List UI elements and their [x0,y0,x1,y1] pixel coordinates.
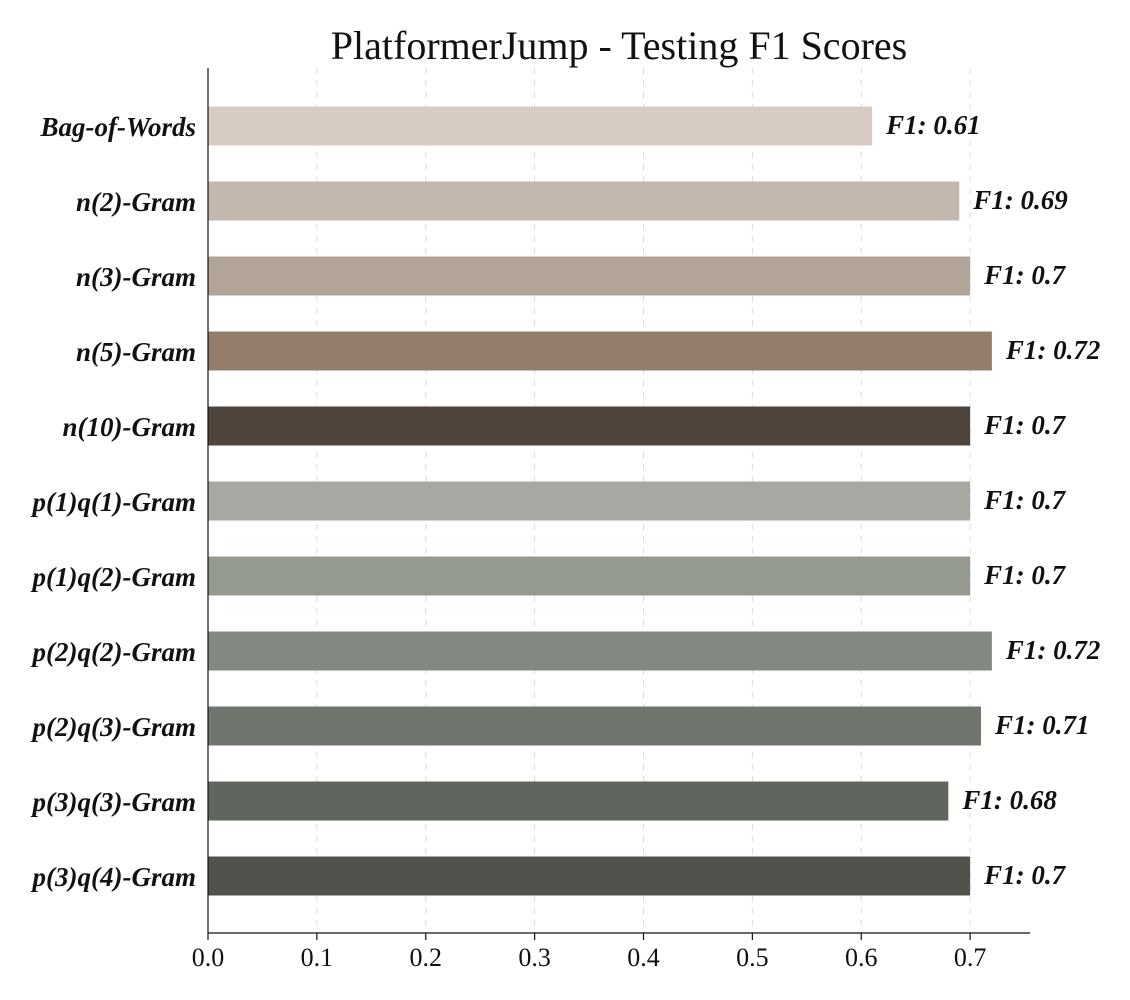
category-labels: Bag-of-Words n(2)-Gram n(3)-Gram n(5)-Gram n… [31,112,196,892]
axes [207,68,1030,934]
category-label: p(1)q(1)-Gram [31,487,196,517]
data-label: F1: 0.7 [983,560,1066,590]
data-label: F1: 0.72 [1005,335,1101,365]
bar [208,481,971,521]
data-label: F1: 0.71 [994,710,1089,740]
category-label: n(10)-Gram [63,412,197,442]
category-label: n(2)-Gram [76,187,196,217]
bar [208,406,971,446]
category-label: p(2)q(3)-Gram [31,712,196,742]
bar [208,631,992,671]
data-label: F1: 0.7 [983,260,1066,290]
x-tick-label: 0.3 [518,943,551,972]
category-label: p(2)q(2)-Gram [31,637,196,667]
bar [208,781,949,821]
bar [208,181,960,221]
bar [208,256,971,296]
x-tick-label: 0.0 [192,943,225,972]
bar [208,856,971,896]
x-tick-label: 0.7 [954,943,987,972]
data-label: F1: 0.7 [983,485,1066,515]
category-label: n(5)-Gram [76,337,196,367]
category-label: Bag-of-Words [39,112,196,142]
x-tick-label: 0.5 [736,943,769,972]
data-label: F1: 0.61 [885,110,981,140]
bar [208,106,873,146]
bar [208,331,992,371]
x-tick-label: 0.4 [627,943,660,972]
category-label: n(3)-Gram [76,262,196,292]
bars [208,106,992,896]
x-tick-label: 0.6 [845,943,878,972]
value-labels: F1: 0.61 F1: 0.69 F1: 0.7 F1: 0.72 F1: 0.7 F1… [885,110,1100,890]
data-label: F1: 0.72 [1005,635,1101,665]
category-label: p(1)q(2)-Gram [31,562,196,592]
data-label: F1: 0.68 [961,785,1057,815]
data-label: F1: 0.69 [972,185,1068,215]
x-tick-label: 0.1 [301,943,334,972]
category-label: p(3)q(3)-Gram [31,787,196,817]
bar [208,556,971,596]
data-label: F1: 0.7 [983,860,1066,890]
chart-title: PlatformerJump - Testing F1 Scores [331,23,907,68]
category-label: p(3)q(4)-Gram [31,862,196,892]
bar [208,706,982,746]
x-tick-label: 0.2 [409,943,442,972]
x-ticks: 0.0 0.1 0.2 0.3 0.4 0.5 0.6 0.7 [192,933,987,972]
data-label: F1: 0.7 [983,410,1066,440]
